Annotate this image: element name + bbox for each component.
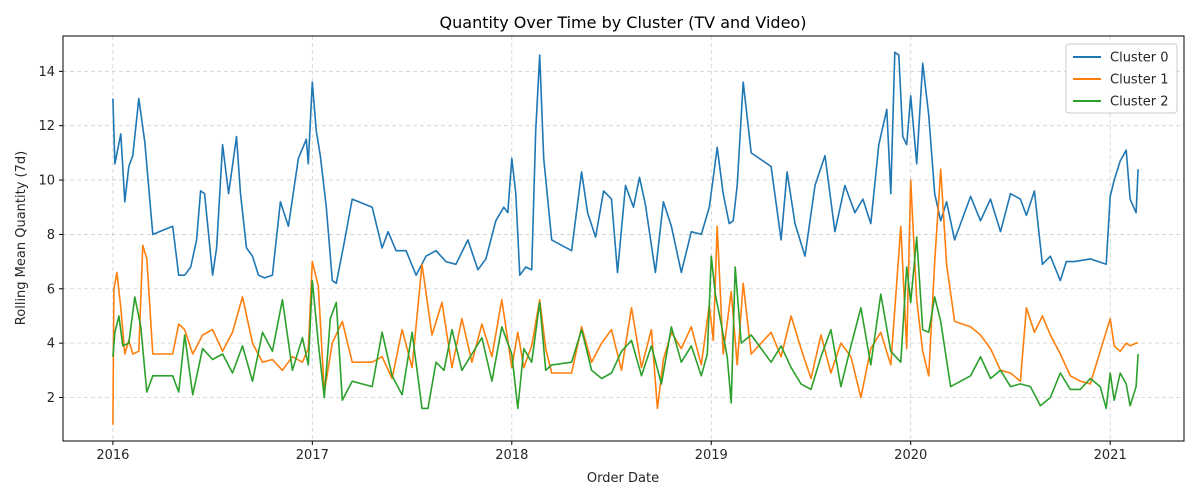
x-tick-label: 2016 xyxy=(96,448,129,463)
y-tick-label: 4 xyxy=(47,337,55,352)
x-tick-label: 2021 xyxy=(1094,448,1127,463)
legend: Cluster 0 Cluster 1 Cluster 2 xyxy=(1065,43,1178,114)
y-tick-label: 6 xyxy=(47,282,55,297)
x-axis-ticks: 2016 2017 2018 2019 2020 2021 xyxy=(96,441,1127,463)
y-axis-label: Rolling Mean Quantity (7d) xyxy=(14,151,29,325)
series-line-cluster-0 xyxy=(112,51,1139,285)
series-line-cluster-2 xyxy=(112,236,1139,410)
legend-label-cluster-1: Cluster 1 xyxy=(1110,73,1169,88)
y-tick-label: 14 xyxy=(38,65,55,80)
series-layer xyxy=(112,51,1139,425)
legend-label-cluster-0: Cluster 0 xyxy=(1110,51,1169,66)
y-axis-ticks: 2 4 6 8 10 12 14 xyxy=(38,65,63,406)
x-tick-label: 2020 xyxy=(894,448,927,463)
chart-title: Quantity Over Time by Cluster (TV and Vi… xyxy=(440,13,807,32)
y-tick-label: 12 xyxy=(38,119,55,134)
x-tick-label: 2018 xyxy=(495,448,528,463)
legend-label-cluster-2: Cluster 2 xyxy=(1110,95,1169,110)
x-tick-label: 2017 xyxy=(296,448,329,463)
legend-box xyxy=(1065,43,1178,114)
x-tick-label: 2019 xyxy=(695,448,728,463)
grid xyxy=(63,36,1184,441)
y-tick-label: 2 xyxy=(47,391,55,406)
y-tick-label: 10 xyxy=(38,174,55,189)
series-line-cluster-1 xyxy=(112,168,1139,425)
plot-area-frame xyxy=(62,35,1185,442)
y-tick-label: 8 xyxy=(47,228,55,243)
x-axis-label: Order Date xyxy=(587,471,659,486)
